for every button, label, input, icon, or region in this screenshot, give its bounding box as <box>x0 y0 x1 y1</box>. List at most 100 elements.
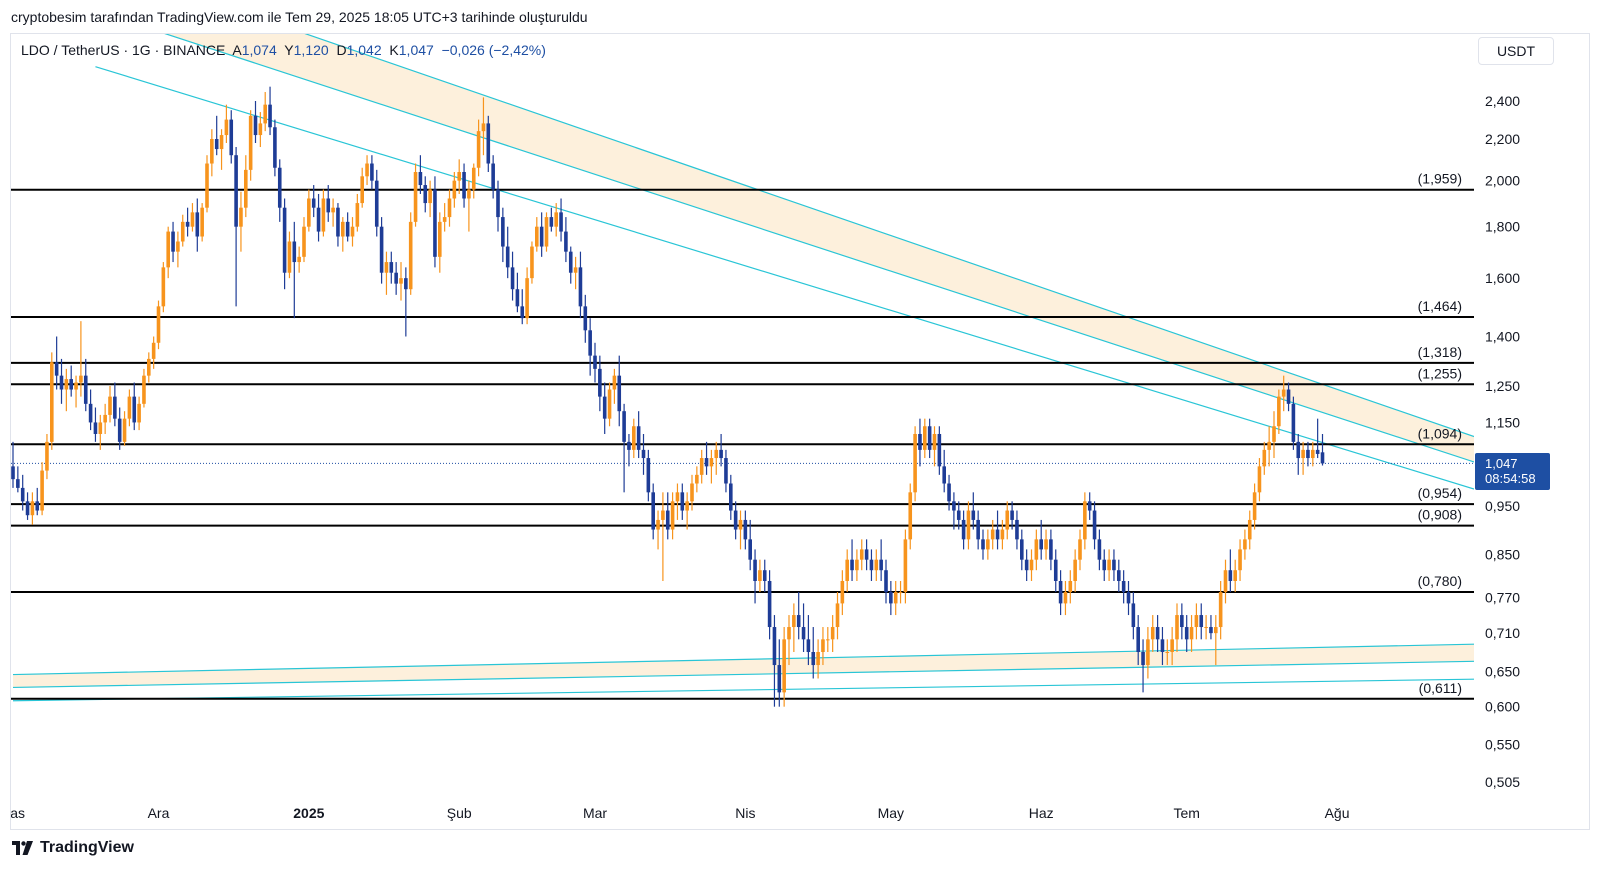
candle[interactable] <box>1049 529 1053 571</box>
candle[interactable] <box>1170 627 1174 666</box>
candle[interactable] <box>161 262 166 313</box>
candle[interactable] <box>1015 510 1019 550</box>
candle[interactable] <box>253 101 258 144</box>
candle[interactable] <box>1247 510 1252 550</box>
candle[interactable] <box>864 539 869 571</box>
candle[interactable] <box>1078 529 1082 571</box>
candle[interactable] <box>384 251 389 295</box>
candle[interactable] <box>1131 592 1136 640</box>
candle[interactable] <box>549 207 554 232</box>
candle[interactable] <box>122 411 127 446</box>
candle[interactable] <box>292 221 297 319</box>
candle[interactable] <box>966 501 971 550</box>
candle[interactable] <box>326 185 331 222</box>
candle[interactable] <box>35 487 40 516</box>
candle[interactable] <box>855 549 859 581</box>
candle[interactable] <box>1320 433 1325 466</box>
candle[interactable] <box>1000 519 1005 550</box>
candle[interactable] <box>622 403 626 493</box>
candle[interactable] <box>355 193 360 232</box>
candle[interactable] <box>1073 549 1077 593</box>
candle[interactable] <box>234 147 238 307</box>
candle[interactable] <box>370 155 374 190</box>
candle[interactable] <box>656 510 660 550</box>
candle[interactable] <box>952 492 956 530</box>
candle[interactable] <box>607 382 612 427</box>
candle[interactable] <box>224 104 229 144</box>
candle[interactable] <box>1243 529 1247 560</box>
candle[interactable] <box>1068 570 1073 604</box>
candle[interactable] <box>345 212 350 242</box>
candle[interactable] <box>932 426 937 467</box>
candle[interactable] <box>568 246 573 284</box>
candle[interactable] <box>496 180 500 232</box>
candle[interactable] <box>452 172 457 208</box>
candle[interactable] <box>898 580 903 604</box>
candle[interactable] <box>845 549 849 593</box>
candle[interactable] <box>457 159 461 194</box>
candle[interactable] <box>277 159 282 222</box>
candle[interactable] <box>1141 639 1145 693</box>
candle[interactable] <box>695 466 699 493</box>
candle[interactable] <box>423 176 428 213</box>
candle[interactable] <box>903 529 908 604</box>
candle[interactable] <box>45 433 49 480</box>
candle[interactable] <box>777 639 782 707</box>
candle[interactable] <box>515 272 520 313</box>
candle[interactable] <box>1034 529 1039 571</box>
candle[interactable] <box>25 492 30 520</box>
candle[interactable] <box>258 112 263 148</box>
candle[interactable] <box>214 115 219 156</box>
candle[interactable] <box>147 352 151 383</box>
candle[interactable] <box>69 365 73 397</box>
candle[interactable] <box>544 212 549 252</box>
candle[interactable] <box>1083 492 1087 550</box>
candle[interactable] <box>1189 615 1194 653</box>
candle[interactable] <box>879 539 883 581</box>
candle[interactable] <box>350 217 355 247</box>
candle[interactable] <box>166 226 170 279</box>
candle[interactable] <box>801 603 806 653</box>
candle[interactable] <box>54 336 59 390</box>
candle[interactable] <box>835 592 840 640</box>
candle[interactable] <box>11 441 15 488</box>
candle[interactable] <box>103 403 107 434</box>
candle[interactable] <box>180 214 185 247</box>
candle[interactable] <box>137 396 141 431</box>
candle[interactable] <box>990 519 995 550</box>
candle[interactable] <box>699 449 704 484</box>
candle[interactable] <box>593 342 597 383</box>
candle[interactable] <box>1092 501 1097 550</box>
candle[interactable] <box>40 462 44 516</box>
candle[interactable] <box>98 414 103 450</box>
candle[interactable] <box>1223 559 1228 604</box>
candle[interactable] <box>889 580 893 616</box>
candle[interactable] <box>947 474 951 511</box>
candle[interactable] <box>1126 580 1131 616</box>
candle[interactable] <box>185 207 190 237</box>
candle[interactable] <box>1010 501 1014 530</box>
candle[interactable] <box>1204 615 1208 640</box>
channel-1-top-line[interactable] <box>95 0 1474 438</box>
candle[interactable] <box>675 483 680 520</box>
candle[interactable] <box>1102 549 1107 581</box>
candle[interactable] <box>787 615 791 666</box>
candle[interactable] <box>428 180 432 218</box>
candle[interactable] <box>1277 389 1281 434</box>
candle[interactable] <box>50 352 54 450</box>
candle[interactable] <box>724 449 728 493</box>
candle[interactable] <box>612 368 617 404</box>
candle[interactable] <box>1136 615 1140 666</box>
candle[interactable] <box>811 627 816 679</box>
candle[interactable] <box>743 510 748 550</box>
candle[interactable] <box>341 217 345 252</box>
candle[interactable] <box>840 570 845 616</box>
candle[interactable] <box>651 483 655 540</box>
candle[interactable] <box>539 212 544 257</box>
candle[interactable] <box>467 180 471 232</box>
candle[interactable] <box>93 407 98 442</box>
candle[interactable] <box>74 375 78 408</box>
candle[interactable] <box>1252 483 1257 530</box>
candle[interactable] <box>806 615 811 666</box>
candle[interactable] <box>632 418 636 459</box>
